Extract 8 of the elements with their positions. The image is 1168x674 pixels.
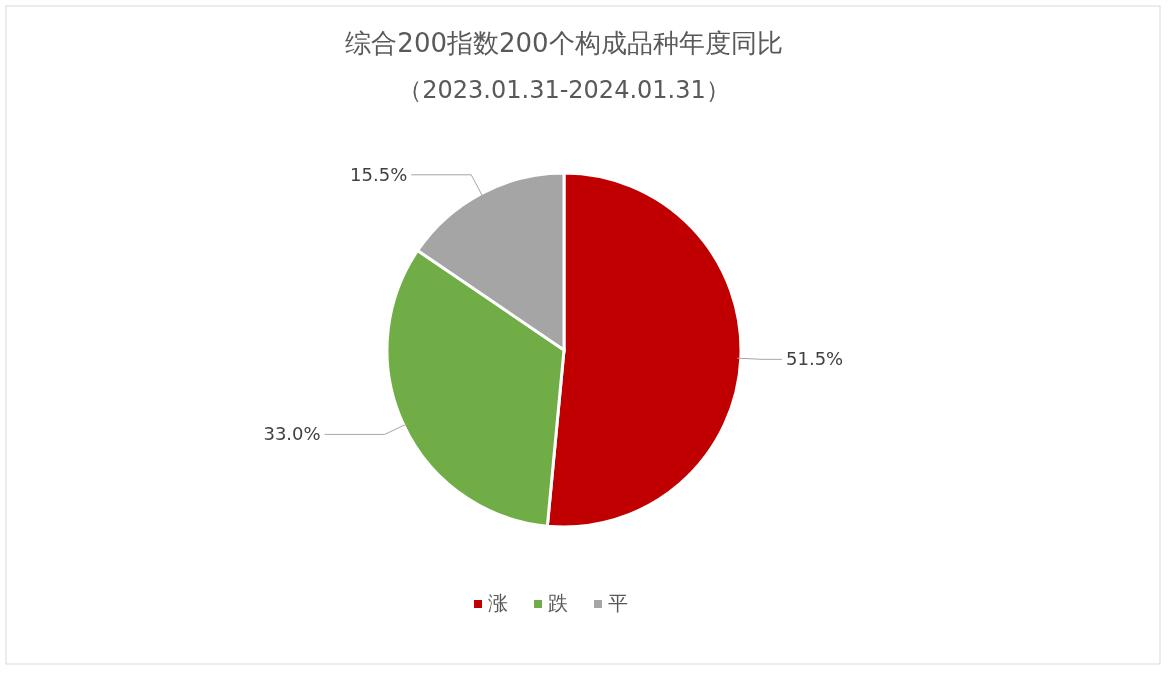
data-label: 51.5% bbox=[786, 348, 844, 370]
chart-title: 综合200指数200个构成品种年度同比 bbox=[345, 28, 783, 58]
legend-label: 跌 bbox=[548, 591, 568, 615]
data-label: 33.0% bbox=[263, 423, 321, 445]
data-label: 15.5% bbox=[350, 163, 408, 185]
chart-subtitle: （2023.01.31-2024.01.31） bbox=[398, 76, 730, 104]
legend-label: 平 bbox=[608, 591, 628, 615]
legend-label: 涨 bbox=[488, 591, 508, 615]
